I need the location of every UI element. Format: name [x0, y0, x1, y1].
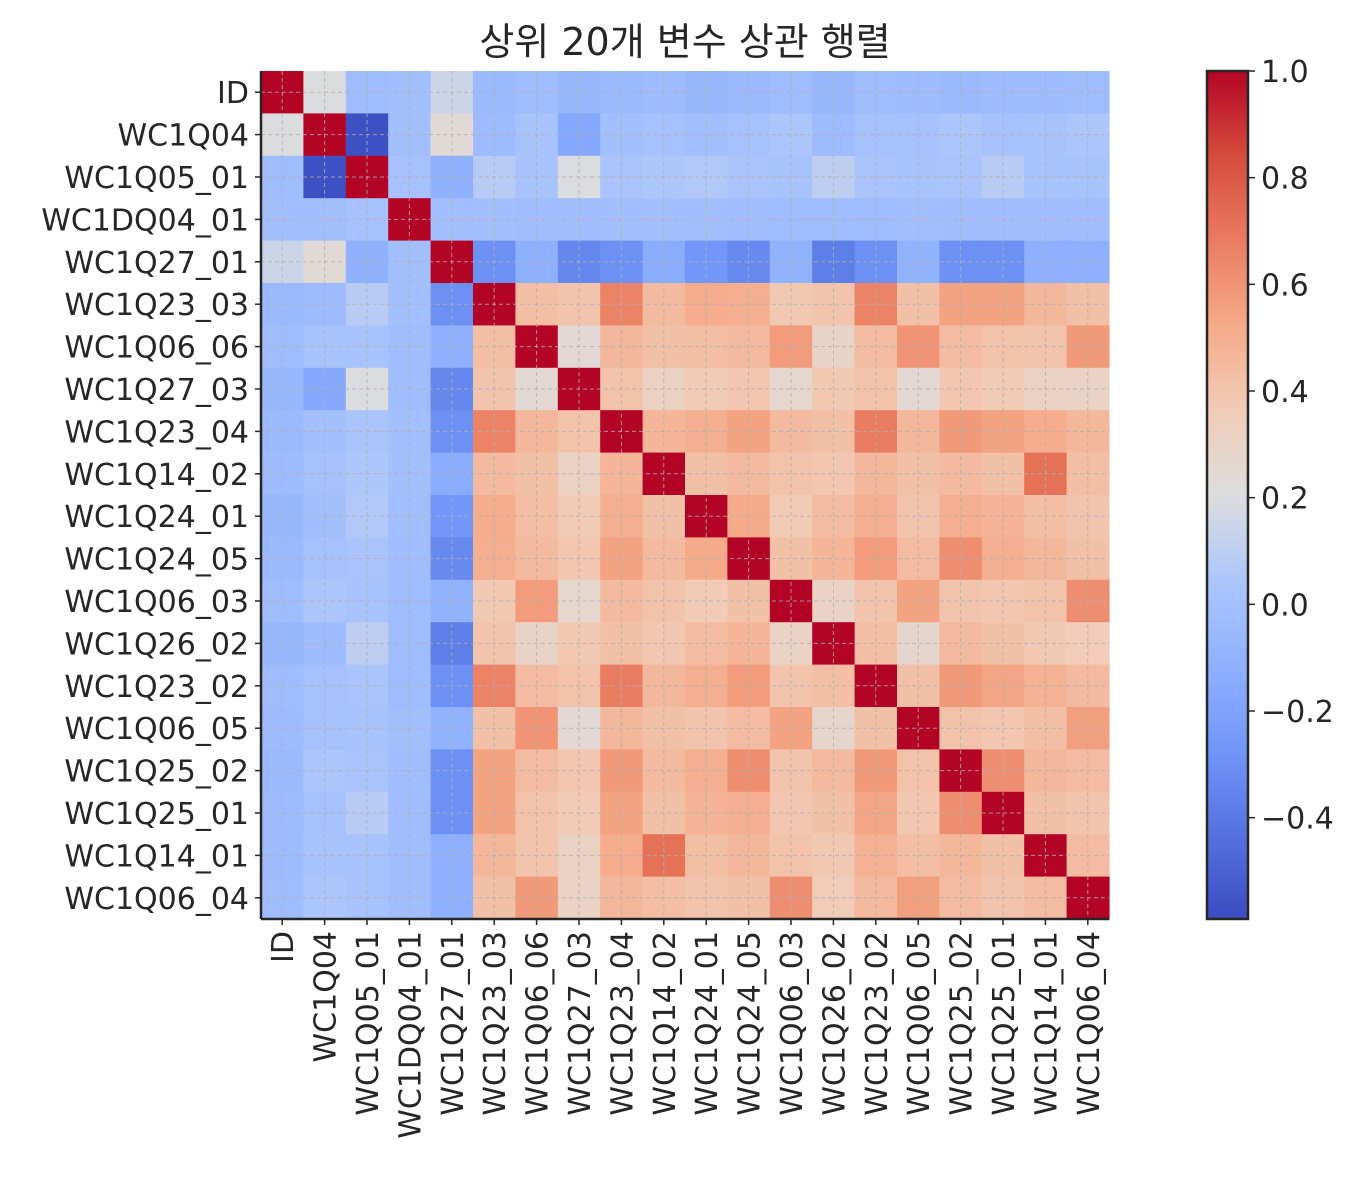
x-axis-tick-labels: ID WC1Q04 WC1Q05_01 WC1DQ04_01 WC1Q27_01 WC1Q… [266, 919, 1107, 1139]
colorbar-tick-label: 0.6 [1261, 268, 1309, 303]
heatmap-cell [769, 622, 813, 666]
heatmap-cell [769, 537, 813, 581]
x-tick-label: WC1Q23_03 [478, 931, 513, 1116]
y-tick-label: WC1Q23_03 [64, 288, 249, 323]
heatmap-cell [854, 664, 898, 708]
heatmap-cell [897, 664, 940, 708]
colorbar-fill [1207, 71, 1248, 919]
y-tick-label: WC1Q06_04 [64, 882, 249, 917]
colorbar: 1.0 0.8 0.6 0.4 0.2 0.0 −0.2 −0.4 [1205, 55, 1334, 921]
y-tick-label: WC1Q27_01 [64, 246, 249, 281]
y-tick-label: WC1Q23_04 [64, 415, 249, 450]
heatmap-cell [812, 495, 856, 538]
x-tick-label: WC1Q25_02 [945, 931, 980, 1116]
heatmap-cell [854, 622, 898, 666]
heatmap-cell [685, 537, 728, 581]
x-tick-label: WC1Q14_01 [1029, 931, 1064, 1116]
y-tick-label: WC1Q27_03 [64, 373, 249, 408]
colorbar-frame [1205, 69, 1250, 921]
y-tick-label: WC1Q24_01 [64, 500, 249, 535]
heatmap-cell [727, 495, 771, 538]
heatmap-cell [769, 579, 813, 623]
heatmap-cell [812, 579, 856, 623]
y-tick-label: ID [217, 76, 249, 111]
plot-spines [259, 71, 1109, 921]
y-tick-label: WC1Q14_02 [64, 458, 249, 493]
y-tick-label: WC1Q06_03 [64, 585, 249, 620]
heatmap-cell [812, 707, 856, 750]
heatmap-cell [854, 537, 898, 581]
heatmap-cell [727, 579, 771, 623]
y-axis-tick-labels: ID WC1Q04 WC1Q05_01 WC1DQ04_01 WC1Q27_01 WC1Q… [41, 76, 261, 917]
x-tick-label: WC1Q06_05 [902, 931, 937, 1116]
x-tick-label: WC1Q26_02 [817, 931, 852, 1116]
heatmap-cell [727, 622, 771, 666]
heatmap-cell [897, 622, 940, 666]
heatmap-cell [854, 495, 898, 538]
x-tick-label: WC1Q24_01 [690, 931, 725, 1116]
heatmap-cell [769, 664, 813, 708]
heatmap-cell [685, 579, 728, 623]
heatmap-cell [897, 579, 940, 623]
colorbar-tick-label: 0.0 [1261, 588, 1309, 623]
x-tick-label: WC1DQ04_01 [393, 931, 428, 1139]
x-tick-label: WC1Q27_03 [563, 931, 598, 1116]
x-tick-label: WC1Q06_06 [521, 931, 556, 1116]
y-tick-label: WC1Q06_05 [64, 712, 249, 747]
colorbar-tick-label: −0.4 [1261, 802, 1334, 837]
chart-title: 상위 20개 변수 상관 행렬 [479, 20, 890, 64]
x-tick-label: WC1Q04 [309, 931, 344, 1062]
heatmap-cell [685, 664, 728, 708]
heatmap-cell [685, 707, 728, 750]
heatmap-grid [261, 71, 1109, 919]
x-tick-label: WC1Q23_02 [860, 931, 895, 1116]
colorbar-tick-label: 0.4 [1261, 375, 1309, 410]
x-tick-label: WC1Q27_01 [436, 931, 471, 1116]
heatmap-cell [812, 537, 856, 581]
colorbar-tick-label: 1.0 [1261, 55, 1309, 90]
x-tick-label: WC1Q06_04 [1072, 931, 1107, 1116]
x-tick-label: ID [266, 931, 301, 963]
colorbar-tick-label: −0.2 [1261, 695, 1334, 730]
x-tick-label: WC1Q05_01 [351, 931, 386, 1116]
y-tick-label: WC1Q24_05 [64, 543, 249, 578]
y-tick-label: WC1Q14_01 [64, 839, 249, 874]
y-tick-label: WC1Q26_02 [64, 627, 249, 662]
x-tick-label: WC1Q06_03 [775, 931, 810, 1116]
heatmap-cell [685, 495, 728, 538]
heatmap-cell [812, 622, 856, 666]
heatmap-cell [769, 707, 813, 750]
y-tick-label: WC1Q05_01 [64, 161, 249, 196]
y-tick-label: WC1Q04 [118, 119, 249, 154]
heatmap-cell [812, 664, 856, 708]
colorbar-tick-label: 0.2 [1261, 482, 1309, 517]
heatmap-cell [854, 579, 898, 623]
y-tick-label: WC1DQ04_01 [41, 203, 249, 238]
heatmap-cell [897, 537, 940, 581]
x-tick-label: WC1Q24_05 [733, 931, 768, 1116]
heatmap-cells [261, 71, 1110, 920]
heatmap-cell [727, 537, 771, 581]
x-tick-label: WC1Q14_02 [648, 931, 683, 1116]
heatmap-cell [727, 707, 771, 750]
x-tick-label: WC1Q25_01 [987, 931, 1022, 1116]
colorbar-tick-label: 0.8 [1261, 162, 1309, 197]
y-tick-label: WC1Q06_06 [64, 331, 249, 366]
heatmap-cell [897, 495, 940, 538]
heatmap-cell [769, 495, 813, 538]
y-tick-label: WC1Q25_01 [64, 797, 249, 832]
heatmap-cell [854, 707, 898, 750]
heatmap-cell [685, 622, 728, 666]
y-tick-label: WC1Q23_02 [64, 670, 249, 705]
heatmap-cell [897, 707, 940, 750]
y-tick-label: WC1Q25_02 [64, 755, 249, 790]
heatmap-cell [727, 664, 771, 708]
x-tick-label: WC1Q23_04 [605, 931, 640, 1116]
